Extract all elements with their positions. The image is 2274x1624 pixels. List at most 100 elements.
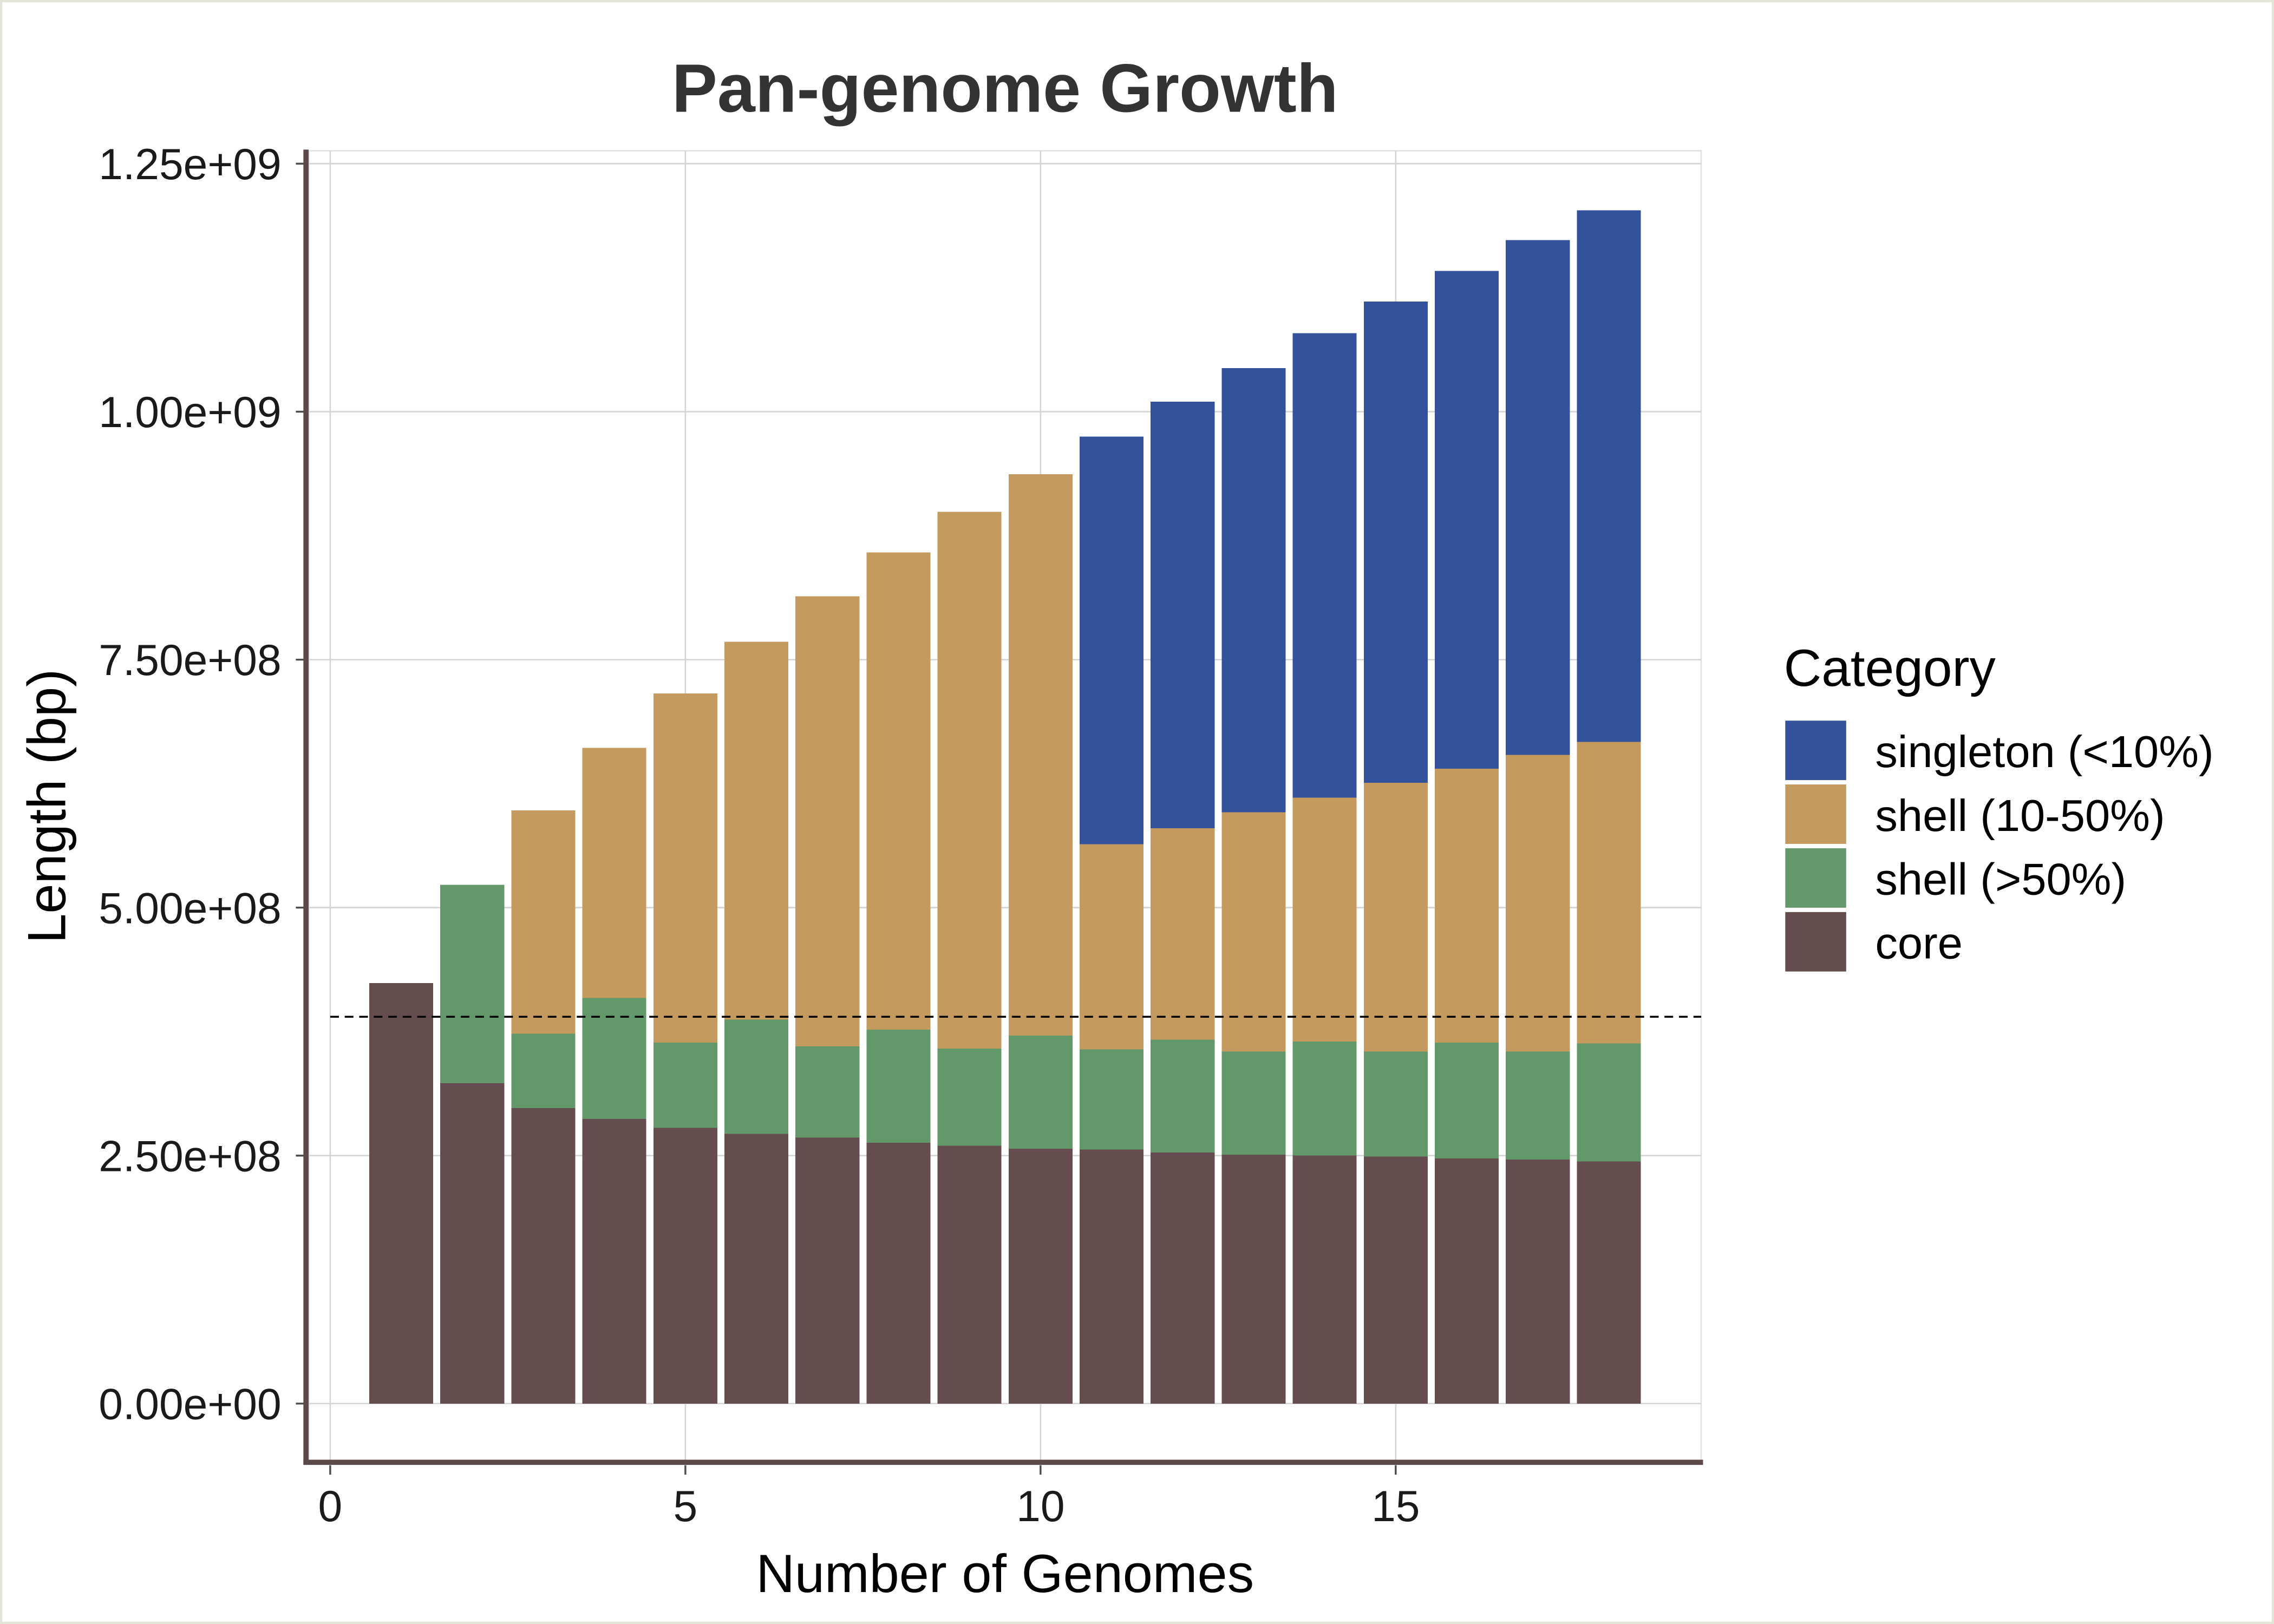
bar-segment-shell-50-genome-8 [866,1030,931,1143]
bar-segment-shell-10-50-genome-8 [866,552,931,1030]
stacked-bar-genome-6 [724,641,789,1404]
bar-segment-singleton-10-genome-13 [1221,368,1286,813]
bar-segment-core-genome-5 [653,1128,717,1404]
bar-segment-core-genome-1 [369,983,434,1404]
y-axis-ticks: 0.00e+00 2.50e+08 5.00e+08 7.50e+08 1.00e+09… [99,140,305,1429]
stacked-bar-genome-5 [653,693,717,1404]
stacked-bar-genome-8 [866,552,931,1404]
bar-segment-shell-50-genome-6 [724,1019,789,1134]
legend-key-shell-10-50 [1785,784,1846,844]
x-tick-label: 15 [1371,1482,1420,1531]
stacked-bar-genome-10 [1008,474,1073,1404]
legend-item-shell-50: shell (>50%) [1785,848,2126,908]
bar-segment-shell-10-50-genome-4 [582,748,646,998]
bar-segment-singleton-10-genome-11 [1080,436,1144,844]
x-tick-label: 10 [1016,1482,1064,1531]
bar-segment-shell-10-50-genome-9 [937,512,1002,1049]
stacked-bar-genome-3 [511,810,576,1404]
bar-segment-shell-10-50-genome-11 [1080,844,1144,1050]
bar-segment-shell-10-50-genome-14 [1292,797,1357,1042]
legend-key-singleton-10 [1785,721,1846,781]
y-tick-label: 0.00e+00 [99,1380,281,1429]
bar-segment-core-genome-15 [1363,1156,1428,1404]
bar-segment-core-genome-18 [1577,1161,1641,1404]
legend-label: core [1875,918,1963,968]
bar-segment-singleton-10-genome-14 [1292,333,1357,798]
legend-label: shell (10-50%) [1875,790,2165,841]
bar-segment-core-genome-16 [1434,1158,1499,1404]
bar-segment-core-genome-13 [1221,1154,1286,1404]
legend-items: singleton (<10%) shell (10-50%) shell (>50… [1785,721,2214,972]
bar-segment-core-genome-7 [795,1137,860,1404]
stacked-bar-genome-15 [1363,302,1428,1404]
bar-segment-core-genome-3 [511,1108,576,1404]
bar-segment-shell-50-genome-15 [1363,1051,1428,1157]
bar-segment-core-genome-14 [1292,1155,1357,1404]
bar-segment-core-genome-4 [582,1118,646,1404]
x-tick-label: 5 [674,1482,698,1531]
x-axis-title: Number of Genomes [756,1544,1254,1604]
bar-segment-shell-50-genome-12 [1151,1039,1215,1153]
bar-segment-shell-10-50-genome-10 [1008,474,1073,1036]
y-axis-title: Length (bp) [17,669,77,944]
stacked-bar-genome-13 [1221,368,1286,1404]
bar-segment-shell-10-50-genome-6 [724,641,789,1020]
stacked-bar-genome-14 [1292,333,1357,1404]
bar-segment-core-genome-9 [937,1145,1002,1404]
bar-segment-core-genome-12 [1151,1152,1215,1404]
bar-segment-shell-50-genome-16 [1434,1042,1499,1159]
legend-item-core: core [1785,912,1963,972]
bar-segment-shell-50-genome-13 [1221,1051,1286,1155]
legend-item-singleton-10: singleton (<10%) [1785,721,2214,781]
legend-item-shell-10-50: shell (10-50%) [1785,784,2165,844]
y-tick-label: 2.50e+08 [99,1132,281,1181]
bar-segment-shell-10-50-genome-16 [1434,769,1499,1043]
bar-segment-shell-10-50-genome-13 [1221,812,1286,1052]
bar-segment-shell-10-50-genome-12 [1151,828,1215,1040]
legend-title: Category [1784,639,1996,697]
bar-segment-core-genome-6 [724,1134,789,1404]
stacked-bar-genome-2 [440,885,505,1404]
bar-segment-singleton-10-genome-15 [1363,302,1428,783]
stacked-bar-genome-7 [795,596,860,1404]
legend-key-shell-50 [1785,848,1846,908]
bar-segment-singleton-10-genome-18 [1577,210,1641,742]
y-tick-label: 1.25e+09 [99,140,281,189]
bar-segment-shell-50-genome-9 [937,1048,1002,1146]
y-tick-label: 5.00e+08 [99,884,281,933]
stacked-bar-genome-12 [1151,402,1215,1404]
legend: Category singleton (<10%)shell (10-50%)s… [1784,639,2214,972]
bar-segment-shell-10-50-genome-5 [653,693,717,1043]
bar-segment-shell-10-50-genome-17 [1506,755,1570,1052]
bar-segment-shell-50-genome-5 [653,1042,717,1128]
bar-segment-shell-50-genome-2 [440,885,505,1083]
stacked-bar-genome-9 [937,512,1002,1404]
legend-label: shell (>50%) [1875,854,2126,905]
bar-segment-core-genome-10 [1008,1148,1073,1404]
bar-segment-shell-50-genome-10 [1008,1036,1073,1149]
stacked-bar-genome-1 [369,983,434,1404]
bar-segment-core-genome-2 [440,1083,505,1404]
bar-segment-shell-50-genome-3 [511,1033,576,1108]
bar-segment-shell-50-genome-11 [1080,1049,1144,1150]
x-axis-ticks: 0 5 10 15 [318,1465,1420,1531]
bar-segment-shell-50-genome-17 [1506,1051,1570,1160]
bar-segment-core-genome-8 [866,1142,931,1404]
bar-segment-shell-10-50-genome-18 [1577,742,1641,1044]
stacked-bar-genome-4 [582,748,646,1404]
bar-segment-shell-50-genome-18 [1577,1043,1641,1162]
legend-label: singleton (<10%) [1875,726,2213,777]
stacked-bar-genome-16 [1434,271,1499,1404]
bar-segment-shell-10-50-genome-3 [511,810,576,1034]
plot-panel: 0.00e+00 2.50e+08 5.00e+08 7.50e+08 1.00e+09… [99,140,1703,1531]
stacked-bar-genome-18 [1577,210,1641,1404]
bar-segment-singleton-10-genome-12 [1151,402,1215,829]
y-tick-label: 7.50e+08 [99,636,281,685]
stacked-bar-genome-11 [1080,436,1144,1404]
bar-segment-shell-50-genome-4 [582,998,646,1119]
bar-segment-core-genome-11 [1080,1149,1144,1404]
bar-segment-singleton-10-genome-16 [1434,271,1499,769]
bar-segment-shell-10-50-genome-7 [795,596,860,1047]
